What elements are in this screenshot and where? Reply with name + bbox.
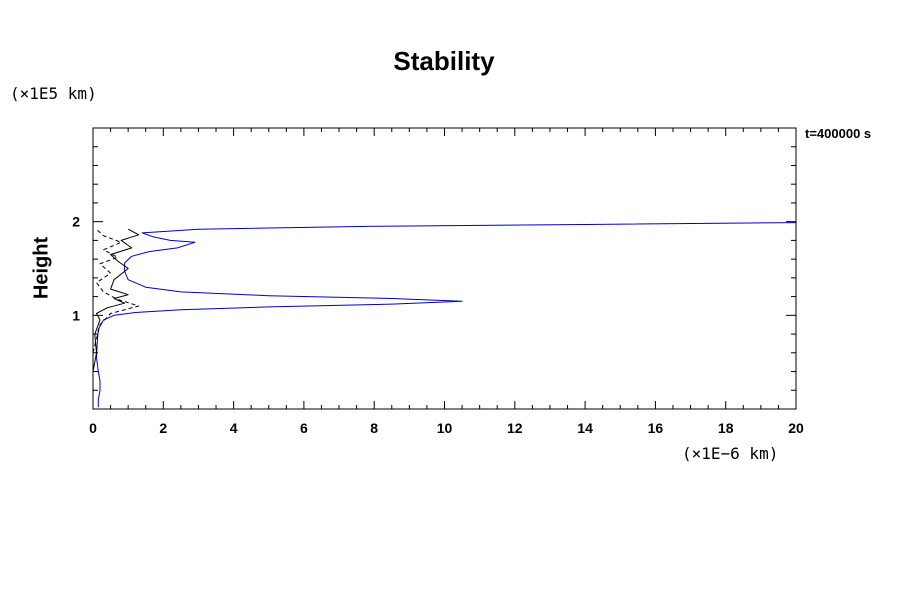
time-annotation: t=400000 s [805,126,872,141]
x-tick-label: 12 [507,420,523,436]
y-tick-label: 2 [72,214,80,230]
series-layer [92,222,797,408]
x-tick-label: 0 [89,420,97,436]
series-line-1 [96,222,797,408]
x-tick-label: 16 [648,420,664,436]
series-line-3 [92,228,140,353]
series-line-2 [92,228,140,372]
x-tick-label: 20 [788,420,804,436]
y-axis-multiplier: (×1E5 km) [10,84,97,103]
x-axis-multiplier: (×1E−6 km) [682,444,779,463]
x-tick-label: 8 [370,420,378,436]
plot-frame [92,127,797,410]
y-tick-label: 1 [72,307,80,323]
x-tick-label: 2 [159,420,167,436]
x-tick-label: 4 [230,420,238,436]
x-tick-label: 6 [300,420,308,436]
ticks-layer [92,127,797,410]
x-tick-label: 14 [577,420,593,436]
x-tick-label: 18 [718,420,734,436]
chart-title: Stability [393,46,495,76]
x-tick-label: 10 [437,420,453,436]
